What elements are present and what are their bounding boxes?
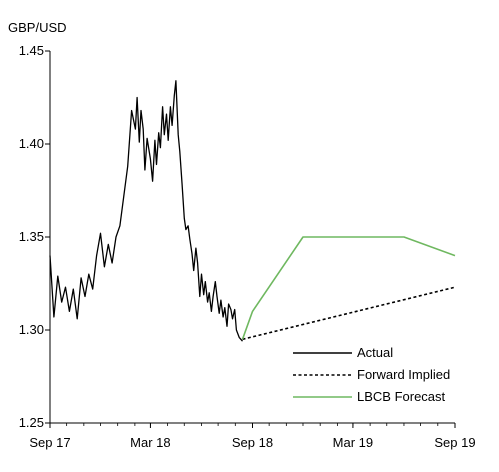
y-axis-title: GBP/USD	[8, 20, 67, 35]
y-tick-label: 1.40	[19, 136, 44, 151]
x-tick-label: Sep 18	[232, 435, 273, 450]
y-tick-label: 1.25	[19, 415, 44, 430]
y-tick-label: 1.35	[19, 229, 44, 244]
legend-label-lbcb-forecast: LBCB Forecast	[357, 389, 446, 404]
axes: 1.25 1.30 1.35 1.40 1.45 GBP/USD Sep 17 Mar 18 S…	[8, 20, 476, 450]
x-tick-label: Sep 19	[434, 435, 475, 450]
x-tick-label: Mar 18	[130, 435, 170, 450]
legend: Actual Forward Implied LBCB Forecast	[293, 345, 450, 404]
series-line-actual	[49, 80, 243, 342]
series-group	[49, 80, 456, 342]
x-tick-label: Mar 19	[333, 435, 373, 450]
y-tick-label: 1.45	[19, 43, 44, 58]
x-tick-label: Sep 17	[29, 435, 70, 450]
legend-label-forward-implied: Forward Implied	[357, 367, 450, 382]
y-tick-label: 1.30	[19, 322, 44, 337]
legend-label-actual: Actual	[357, 345, 393, 360]
series-line-forward-implied	[242, 286, 456, 341]
series-line-lbcb-forecast	[241, 236, 456, 340]
